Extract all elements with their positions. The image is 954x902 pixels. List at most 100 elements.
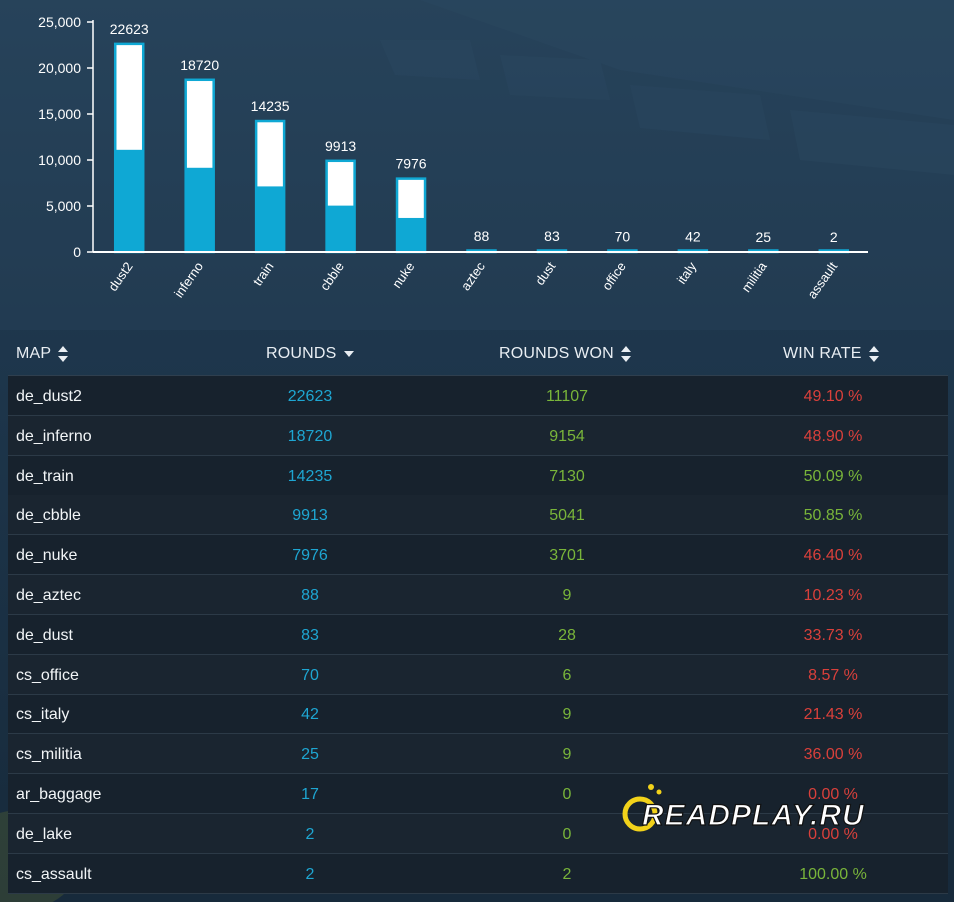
sort-descending-icon <box>343 351 354 357</box>
bar-won-cbble[interactable] <box>326 205 355 252</box>
cell-win-rate: 46.40 % <box>803 547 863 565</box>
sort-both-icon <box>620 346 632 362</box>
value-label-dust: 83 <box>544 228 560 244</box>
x-tick-label-nuke: nuke <box>389 259 417 291</box>
cell-rounds: 7976 <box>292 547 328 565</box>
table-row[interactable]: de_lake 2 0 0.00 % <box>8 813 948 854</box>
column-header-win-rate[interactable]: WIN RATE <box>783 345 880 363</box>
cell-rounds-won: 9 <box>562 587 572 604</box>
value-label-nuke: 7976 <box>395 156 426 172</box>
bar-won-train[interactable] <box>256 186 285 252</box>
y-tick-label: 5,000 <box>46 198 81 214</box>
table-row[interactable]: cs_militia 25 9 36.00 % <box>8 734 948 775</box>
table-row[interactable]: ar_baggage 17 0 0.00 % <box>8 774 948 814</box>
value-labels: 22623 18720 14235 9913 7976 88 83 70 42 25 2 <box>110 21 838 245</box>
column-header-rounds[interactable]: ROUNDS <box>266 345 354 363</box>
x-tick-label-assault: assault <box>804 259 840 302</box>
cell-rounds: 42 <box>301 706 319 724</box>
column-header-map-label: MAP <box>16 345 52 362</box>
column-header-rounds-won[interactable]: ROUNDS WON <box>499 345 632 363</box>
x-tick-label-aztec: aztec <box>458 259 488 293</box>
table-header: MAP ROUNDS ROUNDS WON WIN RATE <box>0 334 954 374</box>
cell-map: cs_office <box>16 666 79 684</box>
cell-rounds: 9913 <box>292 507 328 525</box>
rounds-bar-chart: 0 5,000 10,000 15,000 20,000 25,000 22623 1872… <box>38 14 868 301</box>
cell-map: de_cbble <box>16 507 81 525</box>
cell-map: cs_militia <box>16 746 82 764</box>
cell-map: cs_italy <box>16 706 70 724</box>
cell-map: ar_baggage <box>16 786 102 803</box>
cell-win-rate: 8.57 % <box>808 666 858 684</box>
x-tick-label-militia: militia <box>738 258 770 294</box>
cell-rounds-won: 0 <box>562 825 572 843</box>
cell-map: de_train <box>16 467 74 485</box>
cell-map: de_nuke <box>16 547 78 565</box>
bars <box>113 42 850 254</box>
value-label-cbble: 9913 <box>325 138 356 154</box>
table-row[interactable]: de_train 14235 7130 50.09 % <box>8 456 948 496</box>
table-row[interactable]: cs_office 70 6 8.57 % <box>8 654 948 695</box>
cell-win-rate: 50.09 % <box>803 467 863 485</box>
table-row[interactable]: de_dust 83 28 33.73 % <box>8 615 948 655</box>
cell-win-rate: 100.00 % <box>799 865 867 883</box>
cell-map: cs_assault <box>16 865 92 883</box>
cell-rounds: 88 <box>301 587 319 604</box>
table-row[interactable]: de_dust2 22623 11107 49.10 % <box>8 376 948 416</box>
cell-rounds: 2 <box>305 825 315 843</box>
y-tick-label: 15,000 <box>38 106 81 122</box>
cell-rounds-won: 0 <box>562 786 572 803</box>
value-label-assault: 2 <box>830 229 838 245</box>
y-tick-label: 10,000 <box>38 152 81 168</box>
table-row[interactable]: cs_italy 42 9 21.43 % <box>8 694 948 735</box>
watermark-text: READPLAY.RU <box>642 799 865 832</box>
value-label-dust2: 22623 <box>110 21 149 37</box>
table-row[interactable]: de_nuke 7976 3701 46.40 % <box>8 535 948 576</box>
map-stats-table: de_dust2 22623 11107 49.10 % de_inferno 18720… <box>8 375 948 894</box>
value-label-inferno: 18720 <box>180 57 219 73</box>
cell-rounds-won: 7130 <box>549 467 585 485</box>
cell-rounds-won: 6 <box>562 666 572 684</box>
value-label-militia: 25 <box>756 229 772 245</box>
y-tick-label: 0 <box>73 244 81 260</box>
cell-map: de_lake <box>16 825 73 843</box>
value-label-aztec: 88 <box>474 228 490 244</box>
bar-won-inferno[interactable] <box>185 167 214 252</box>
x-tick-label-train: train <box>250 259 277 288</box>
value-label-office: 70 <box>615 228 631 244</box>
cell-rounds: 22623 <box>287 388 333 405</box>
x-tick-label-italy: italy <box>674 259 700 287</box>
cell-rounds-won: 3701 <box>549 547 585 565</box>
cell-rounds: 14235 <box>287 467 333 485</box>
x-tick-label-inferno: inferno <box>171 259 206 300</box>
readplay-watermark-logo: READPLAY.RU <box>622 784 865 833</box>
table-row[interactable]: de_inferno 18720 9154 48.90 % <box>8 415 948 456</box>
cell-win-rate: 49.10 % <box>803 388 863 405</box>
x-tick-label-dust: dust <box>532 259 559 288</box>
sort-both-icon <box>58 346 69 362</box>
column-header-rounds-label: ROUNDS <box>266 345 337 362</box>
column-header-map[interactable]: MAP <box>16 345 69 363</box>
cell-win-rate: 33.73 % <box>803 626 863 644</box>
cell-rounds-won: 11107 <box>545 388 589 405</box>
cell-win-rate: 0.00 % <box>808 825 858 843</box>
table-row[interactable]: de_cbble 9913 5041 50.85 % <box>8 495 948 536</box>
cell-win-rate: 36.00 % <box>803 746 863 764</box>
table-row[interactable]: de_aztec 88 9 10.23 % <box>8 575 948 615</box>
cell-map: de_aztec <box>16 587 81 604</box>
x-tick-label-cbble: cbble <box>317 259 347 293</box>
cell-win-rate: 0.00 % <box>808 786 858 803</box>
cell-rounds: 25 <box>301 746 319 764</box>
cell-rounds-won: 9 <box>562 706 572 724</box>
cell-rounds-won: 9154 <box>549 427 585 445</box>
table-row[interactable]: cs_assault 2 2 100.00 % <box>8 854 948 894</box>
column-header-win-rate-label: WIN RATE <box>783 345 862 362</box>
bar-won-nuke[interactable] <box>397 217 426 252</box>
y-tick-label: 20,000 <box>38 60 81 76</box>
cell-map: de_dust2 <box>16 388 82 405</box>
column-header-rounds-won-label: ROUNDS WON <box>499 345 614 362</box>
cell-rounds-won: 28 <box>558 626 576 644</box>
bar-won-dust2[interactable] <box>115 149 144 252</box>
cell-rounds: 70 <box>301 666 319 684</box>
x-axis-tick-labels: dust2 inferno train cbble nuke aztec dust offic… <box>105 258 840 301</box>
cell-win-rate: 48.90 % <box>803 427 863 445</box>
